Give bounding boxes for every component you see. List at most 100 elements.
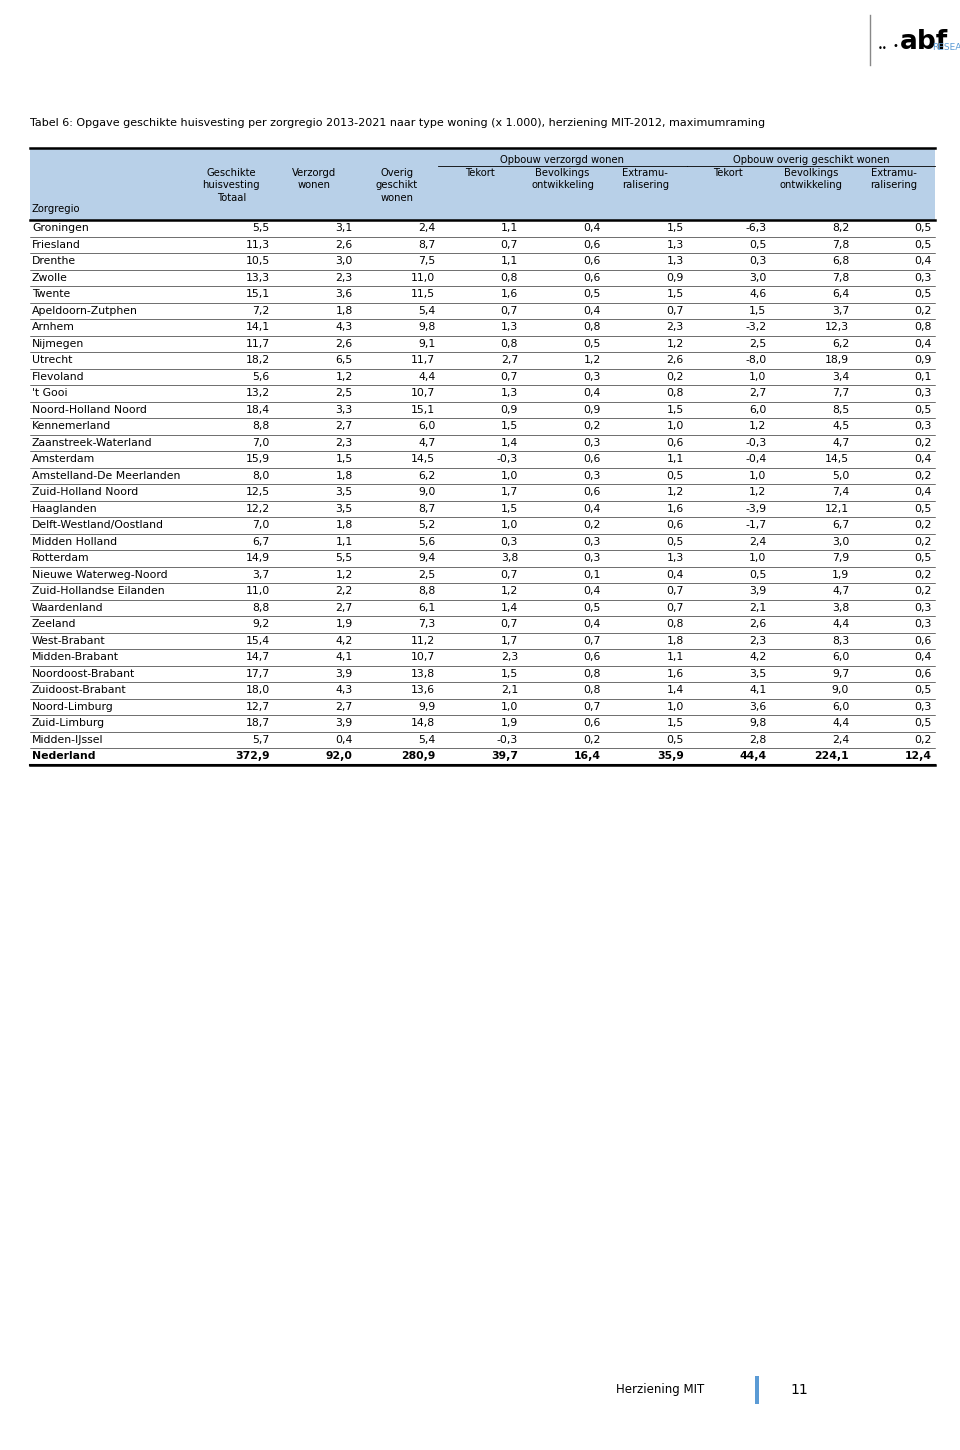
Text: 0,3: 0,3 (915, 702, 932, 712)
Text: 1,5: 1,5 (666, 718, 684, 728)
Text: 1,2: 1,2 (749, 422, 766, 431)
Text: 9,1: 9,1 (419, 339, 435, 349)
Text: 1,8: 1,8 (335, 521, 352, 531)
Text: 5,6: 5,6 (252, 371, 270, 381)
Text: 6,7: 6,7 (252, 536, 270, 547)
Text: 9,0: 9,0 (832, 686, 850, 695)
Text: 12,1: 12,1 (825, 503, 850, 513)
Text: 0,2: 0,2 (915, 735, 932, 745)
Text: 12,2: 12,2 (246, 503, 270, 513)
Text: 1,2: 1,2 (584, 355, 601, 365)
Text: 13,2: 13,2 (246, 389, 270, 399)
Text: 0,3: 0,3 (584, 554, 601, 563)
Text: 0,5: 0,5 (584, 603, 601, 613)
Text: 6,2: 6,2 (419, 471, 435, 481)
Text: 4,4: 4,4 (419, 371, 435, 381)
Text: 0,3: 0,3 (915, 422, 932, 431)
Text: 4,7: 4,7 (832, 586, 850, 596)
Text: 44,4: 44,4 (739, 751, 766, 761)
Text: 4,1: 4,1 (749, 686, 766, 695)
Text: 0,7: 0,7 (501, 619, 518, 629)
Text: Twente: Twente (32, 289, 70, 299)
Text: 4,4: 4,4 (832, 619, 850, 629)
Text: 7,5: 7,5 (419, 257, 435, 267)
Text: 3,5: 3,5 (335, 487, 352, 497)
Text: 4,6: 4,6 (749, 289, 766, 299)
Text: 0,9: 0,9 (584, 405, 601, 415)
Text: 1,0: 1,0 (749, 371, 766, 381)
Text: Flevoland: Flevoland (32, 371, 84, 381)
Text: 7,9: 7,9 (832, 554, 850, 563)
Text: 7,4: 7,4 (832, 487, 850, 497)
Text: 0,4: 0,4 (915, 454, 932, 464)
Text: 0,6: 0,6 (915, 668, 932, 679)
Text: 8,8: 8,8 (252, 603, 270, 613)
Text: Noord-Limburg: Noord-Limburg (32, 702, 113, 712)
Text: Utrecht: Utrecht (32, 355, 72, 365)
Text: 't Gooi: 't Gooi (32, 389, 67, 399)
Text: 9,2: 9,2 (252, 619, 270, 629)
Text: 11,3: 11,3 (246, 239, 270, 249)
Text: 0,3: 0,3 (584, 371, 601, 381)
Text: 10,7: 10,7 (411, 652, 435, 663)
Text: 1,0: 1,0 (749, 554, 766, 563)
Text: 14,9: 14,9 (246, 554, 270, 563)
Text: 4,2: 4,2 (749, 652, 766, 663)
Text: 0,4: 0,4 (915, 652, 932, 663)
Text: 0,6: 0,6 (584, 652, 601, 663)
Text: Midden Holland: Midden Holland (32, 536, 117, 547)
Text: 2,7: 2,7 (335, 603, 352, 613)
Text: Nijmegen: Nijmegen (32, 339, 84, 349)
Text: 5,5: 5,5 (335, 554, 352, 563)
Text: Zeeland: Zeeland (32, 619, 77, 629)
Text: 16,4: 16,4 (574, 751, 601, 761)
Text: -3,2: -3,2 (745, 322, 766, 332)
Text: 0,7: 0,7 (666, 603, 684, 613)
Text: Friesland: Friesland (32, 239, 81, 249)
Text: 0,6: 0,6 (584, 239, 601, 249)
Text: 18,9: 18,9 (825, 355, 850, 365)
Text: Noordoost-Brabant: Noordoost-Brabant (32, 668, 135, 679)
Text: Bevolkings
ontwikkeling: Bevolkings ontwikkeling (531, 168, 594, 190)
Text: 0,1: 0,1 (584, 570, 601, 580)
Text: 5,7: 5,7 (252, 735, 270, 745)
Text: Extramu-
ralisering: Extramu- ralisering (870, 168, 917, 190)
Text: 11,2: 11,2 (411, 635, 435, 645)
Text: Apeldoorn-Zutphen: Apeldoorn-Zutphen (32, 306, 138, 316)
Text: 8,7: 8,7 (419, 239, 435, 249)
Text: 13,8: 13,8 (411, 668, 435, 679)
Text: 7,8: 7,8 (832, 273, 850, 283)
Text: 2,7: 2,7 (335, 702, 352, 712)
Text: 2,7: 2,7 (501, 355, 518, 365)
Text: 1,9: 1,9 (335, 619, 352, 629)
Text: 1,0: 1,0 (501, 521, 518, 531)
Text: 6,0: 6,0 (832, 702, 850, 712)
Text: -0,3: -0,3 (497, 735, 518, 745)
Text: 12,7: 12,7 (246, 702, 270, 712)
Text: -6,3: -6,3 (745, 223, 766, 233)
Text: 3,7: 3,7 (252, 570, 270, 580)
Text: 18,4: 18,4 (246, 405, 270, 415)
Text: 0,5: 0,5 (584, 289, 601, 299)
Text: 8,3: 8,3 (832, 635, 850, 645)
Text: 2,3: 2,3 (749, 635, 766, 645)
Text: 2,4: 2,4 (832, 735, 850, 745)
Text: Geschikte
huisvesting
Totaal: Geschikte huisvesting Totaal (203, 168, 260, 203)
Text: 0,5: 0,5 (915, 239, 932, 249)
Text: 1,1: 1,1 (335, 536, 352, 547)
Text: 14,8: 14,8 (411, 718, 435, 728)
Text: 2,2: 2,2 (335, 586, 352, 596)
Text: Haaglanden: Haaglanden (32, 503, 98, 513)
Text: 3,0: 3,0 (335, 257, 352, 267)
Text: 17,7: 17,7 (246, 668, 270, 679)
Text: 1,0: 1,0 (501, 471, 518, 481)
Bar (30, 148, 935, 220)
Text: 3,0: 3,0 (749, 273, 766, 283)
Text: 0,2: 0,2 (915, 570, 932, 580)
Text: 1,5: 1,5 (666, 289, 684, 299)
Text: 13,6: 13,6 (411, 686, 435, 695)
Text: 1,7: 1,7 (501, 487, 518, 497)
Text: 0,2: 0,2 (915, 471, 932, 481)
Text: 9,7: 9,7 (832, 668, 850, 679)
Text: 1,8: 1,8 (666, 635, 684, 645)
